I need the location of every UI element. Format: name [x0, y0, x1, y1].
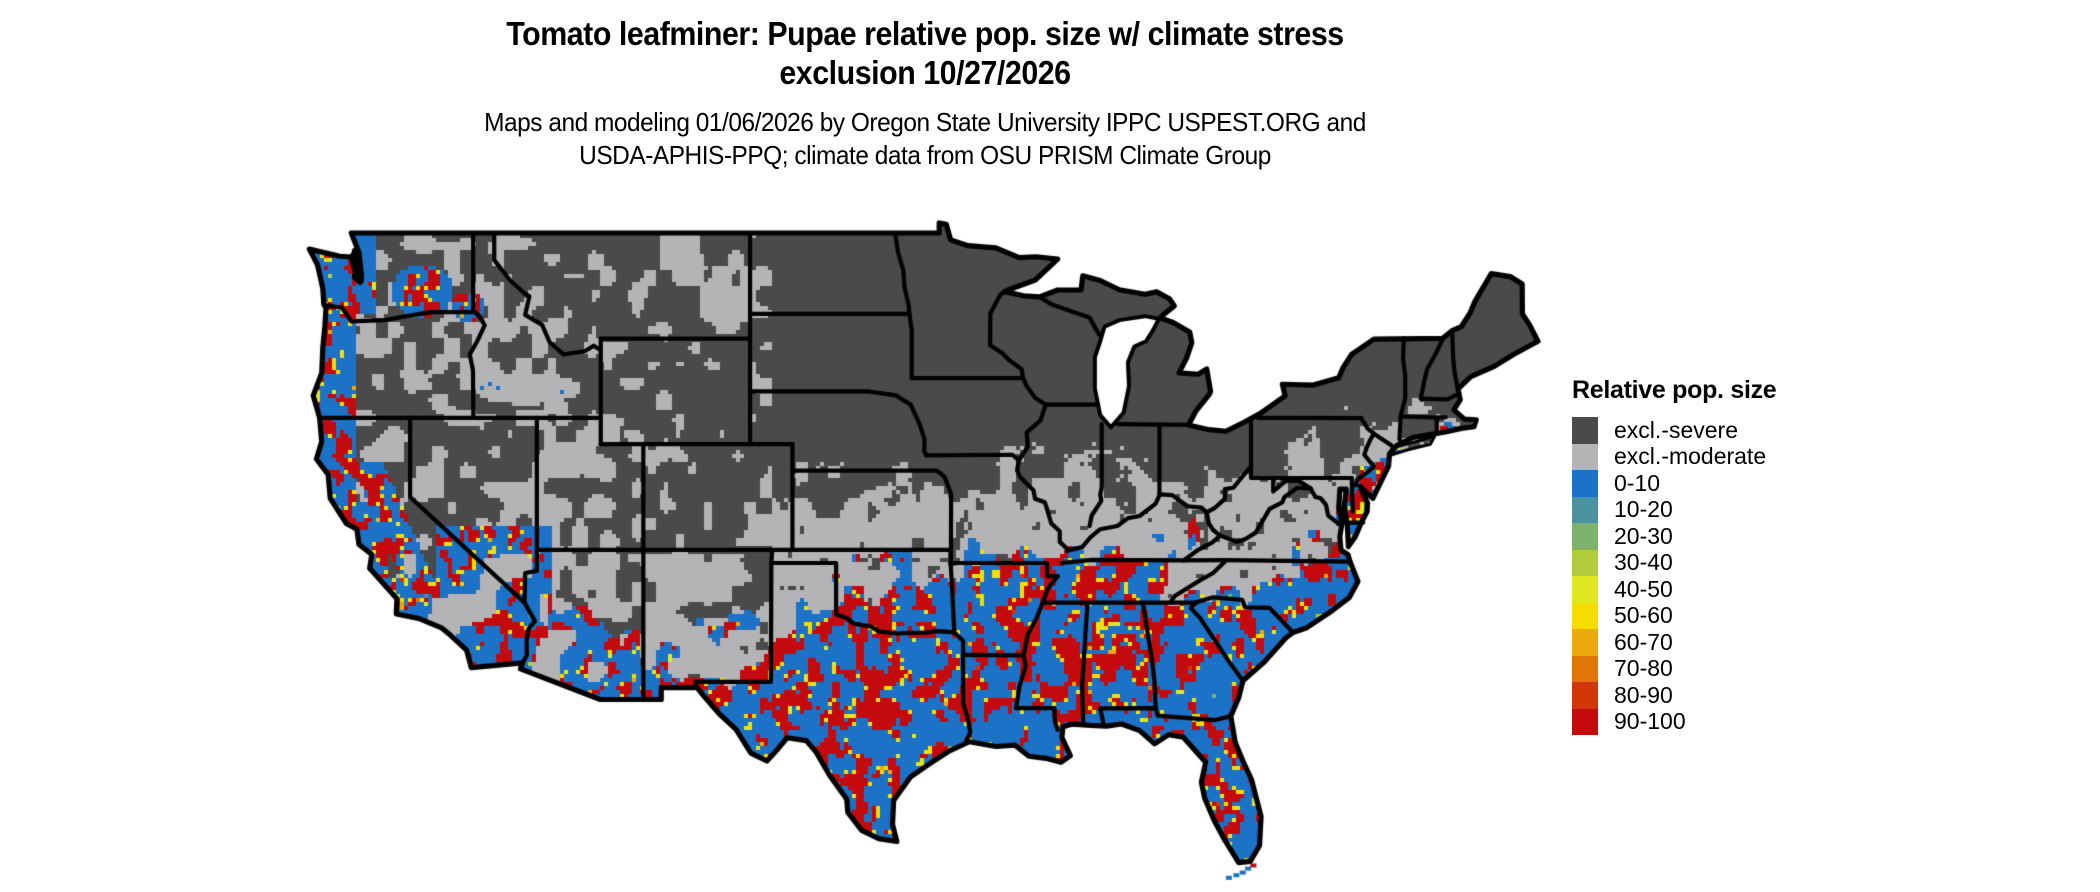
legend-item-label: 90-100 [1614, 708, 1686, 735]
legend-item-label: 50-60 [1614, 602, 1673, 629]
legend-color-swatch [1572, 655, 1598, 682]
legend-item-label: 80-90 [1614, 681, 1673, 708]
map-header: Tomato leafminer: Pupae relative pop. si… [75, 14, 1775, 172]
map-subtitle-line1: Maps and modeling 01/06/2026 by Oregon S… [484, 107, 1366, 137]
legend-color-swatch [1572, 682, 1598, 709]
legend-color-swatch [1572, 443, 1598, 470]
legend-item-label: 60-70 [1614, 628, 1673, 655]
legend-color-swatch [1572, 549, 1598, 576]
legend-title: Relative pop. size [1572, 376, 1777, 404]
legend-item: 80-90 [1572, 682, 1832, 709]
legend-item: 50-60 [1572, 602, 1832, 629]
legend-item: excl.-severe [1572, 417, 1832, 444]
legend-color-swatch [1572, 708, 1598, 735]
legend-item: 20-30 [1572, 523, 1832, 550]
legend-item: excl.-moderate [1572, 443, 1832, 470]
legend-item-label: excl.-severe [1614, 416, 1738, 443]
legend-item: 40-50 [1572, 576, 1832, 603]
legend-item-label: excl.-moderate [1614, 443, 1767, 470]
legend-item-label: 30-40 [1614, 549, 1673, 576]
legend-item-label: 70-80 [1614, 655, 1673, 682]
map-title-line2: exclusion 10/27/2026 [779, 54, 1071, 91]
legend-item: 0-10 [1572, 470, 1832, 497]
map-title-line1: Tomato leafminer: Pupae relative pop. si… [506, 15, 1344, 52]
legend-item: 30-40 [1572, 549, 1832, 576]
legend-color-swatch [1572, 417, 1598, 444]
map-subtitle-line2: USDA-APHIS-PPQ; climate data from OSU PR… [579, 140, 1271, 170]
legend-color-swatch [1572, 470, 1598, 497]
legend-item: 70-80 [1572, 655, 1832, 682]
legend-rows: excl.-severe excl.-moderate 0-10 10-20 2… [1572, 417, 1832, 735]
map-subtitle: Maps and modeling 01/06/2026 by Oregon S… [75, 106, 1775, 172]
legend-color-swatch [1572, 496, 1598, 523]
legend-item: 60-70 [1572, 629, 1832, 656]
legend-color-swatch [1572, 602, 1598, 629]
legend-item-label: 20-30 [1614, 522, 1673, 549]
legend-item: 90-100 [1572, 708, 1832, 735]
legend-item-label: 0-10 [1614, 469, 1661, 496]
legend-color-swatch [1572, 629, 1598, 656]
legend-color-swatch [1572, 523, 1598, 550]
legend-item-label: 10-20 [1614, 496, 1673, 523]
legend-color-swatch [1572, 576, 1598, 603]
legend-item-label: 40-50 [1614, 575, 1673, 602]
legend: Relative pop. size excl.-severe excl.-mo… [1572, 376, 1832, 735]
legend-item: 10-20 [1572, 496, 1832, 523]
